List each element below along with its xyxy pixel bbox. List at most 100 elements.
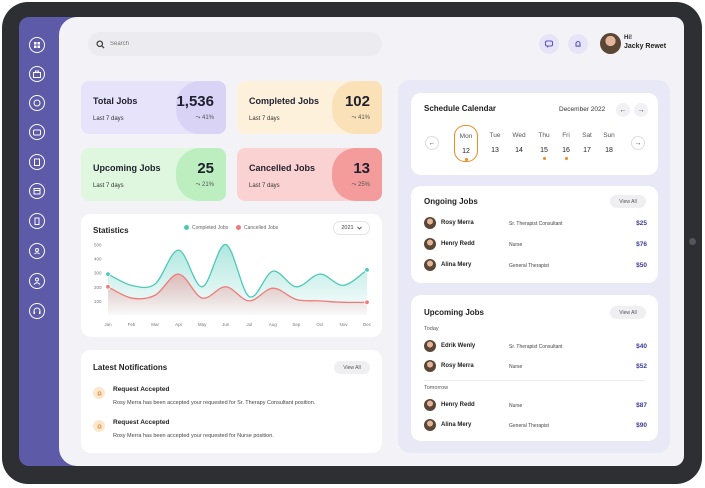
- y-tick-label: 500: [94, 242, 102, 247]
- person-avatar: [424, 360, 436, 372]
- notification-body: Rosy Merra has been accepted your reques…: [113, 433, 274, 439]
- data-point[interactable]: [364, 299, 370, 306]
- stat-card[interactable]: Completed Jobs Last 7 days 102 ⤳ 41%: [237, 81, 382, 134]
- x-tick-label: Jun: [222, 322, 230, 327]
- user-avatar[interactable]: [600, 33, 621, 54]
- arrow-right-icon: →: [634, 139, 642, 147]
- stat-title: Completed Jobs: [249, 96, 320, 106]
- data-point[interactable]: [364, 267, 370, 273]
- trend-icon: ⤳: [195, 182, 202, 188]
- event-dot: [464, 158, 468, 161]
- group-label: Tomorrow: [424, 385, 449, 391]
- search-bar[interactable]: [88, 32, 382, 56]
- person-name[interactable]: Henry Redd: [441, 402, 475, 408]
- upcoming-view-all-button[interactable]: View All: [610, 306, 646, 319]
- trend-icon: ⤳: [351, 182, 358, 188]
- stat-period: Last 7 days: [249, 116, 280, 122]
- month-next-button[interactable]: →: [634, 103, 648, 117]
- person-avatar: [424, 399, 436, 411]
- person-name[interactable]: Rosy Merra: [441, 220, 474, 226]
- camera-dot: [689, 238, 696, 245]
- stat-change-value: 41%: [201, 115, 214, 121]
- search-input[interactable]: [110, 41, 360, 47]
- person-role: Nurse: [509, 242, 523, 248]
- job-price: $25: [636, 220, 647, 227]
- year-select[interactable]: 2021: [333, 221, 370, 235]
- clipboard-icon[interactable]: [29, 154, 45, 170]
- month-prev-button[interactable]: ←: [616, 103, 630, 117]
- wallet-icon[interactable]: [29, 124, 45, 140]
- user-circle-icon[interactable]: [29, 243, 45, 259]
- stat-change: ⤳ 41%: [196, 115, 214, 122]
- x-tick-label: Mar: [151, 322, 159, 327]
- dashboard-icon[interactable]: [29, 37, 45, 53]
- bell-icon: [575, 40, 581, 47]
- year-value: 2021: [341, 225, 354, 231]
- person-role: Nurse: [509, 403, 523, 409]
- stat-card[interactable]: Cancelled Jobs Last 7 days 13 ⤳ 25%: [237, 148, 382, 201]
- ongoing-view-all-button[interactable]: View All: [610, 195, 646, 208]
- badge-icon[interactable]: [29, 95, 45, 111]
- messages-button[interactable]: [539, 34, 559, 54]
- day-name: Sun: [603, 132, 615, 139]
- calendar-day-fri[interactable]: Fri 16: [555, 132, 577, 160]
- briefcase-icon[interactable]: [29, 66, 45, 82]
- notification-title: Request Accepted: [113, 419, 170, 426]
- person-name[interactable]: Henry Redd: [441, 241, 475, 247]
- stat-title: Cancelled Jobs: [249, 163, 316, 173]
- x-tick-label: Apr: [175, 322, 183, 327]
- person-name[interactable]: Edrik Wenly: [441, 343, 476, 349]
- person-avatar: [424, 238, 436, 250]
- upcoming-jobs-title: Upcoming Jobs: [424, 308, 485, 317]
- person-name[interactable]: Alina Mery: [441, 262, 472, 268]
- stat-change: ⤳ 21%: [196, 182, 214, 189]
- divider: [424, 380, 645, 381]
- data-point[interactable]: [105, 284, 111, 290]
- headset-icon[interactable]: [29, 303, 45, 319]
- card-decoration: [176, 148, 226, 201]
- trend-icon: ⤳: [195, 115, 202, 121]
- alert-bell-icon: [93, 420, 105, 432]
- person-avatar: [424, 340, 436, 352]
- users-icon[interactable]: [29, 273, 45, 289]
- card-decoration: [332, 148, 382, 201]
- calendar-card: Schedule Calendar December 2022 ← → ← → …: [411, 93, 658, 175]
- person-role: General Therapist: [509, 423, 549, 429]
- stat-card[interactable]: Upcoming Jobs Last 7 days 25 ⤳ 21%: [81, 148, 226, 201]
- search-icon: [96, 39, 105, 49]
- calendar-day-mon[interactable]: Mon 12: [454, 125, 478, 162]
- chevron-down-icon: [356, 226, 362, 230]
- stat-card[interactable]: Total Jobs Last 7 days 1,536 ⤳ 41%: [81, 81, 226, 134]
- data-point[interactable]: [105, 271, 111, 277]
- job-price: $90: [636, 422, 647, 429]
- building-icon[interactable]: [29, 213, 45, 229]
- person-name[interactable]: Alina Mery: [441, 422, 472, 428]
- notifications-view-all-button[interactable]: View All: [334, 361, 370, 374]
- y-tick-label: 200: [94, 285, 102, 290]
- calendar-day-sat[interactable]: Sat 17: [576, 132, 598, 154]
- calendar-icon[interactable]: [29, 183, 45, 199]
- calendar-day-tue[interactable]: Tue 13: [484, 132, 506, 154]
- job-price: $40: [636, 343, 647, 350]
- y-tick-label: 400: [94, 257, 102, 262]
- calendar-day-wed[interactable]: Wed 14: [508, 132, 530, 154]
- upcoming-jobs-card: Upcoming Jobs View All Today Edrik Wenly S…: [411, 295, 658, 441]
- stat-change: ⤳ 25%: [352, 182, 370, 189]
- week-next-button[interactable]: →: [631, 136, 645, 150]
- stat-value: 25: [197, 160, 214, 177]
- person-role: Sr. Therapist Consultant: [509, 344, 563, 350]
- day-number: 18: [605, 147, 613, 154]
- week-prev-button[interactable]: ←: [425, 136, 439, 150]
- chat-icon: [544, 40, 554, 48]
- notifications-button[interactable]: [568, 34, 588, 54]
- x-tick-label: Dec: [363, 322, 372, 327]
- x-tick-label: Nov: [339, 322, 348, 327]
- notifications-card: Latest Notifications View All Request Ac…: [81, 350, 382, 453]
- calendar-day-thu[interactable]: Thu 15: [533, 132, 555, 160]
- person-role: General Therapist: [509, 263, 549, 269]
- statistics-title: Statistics: [93, 226, 129, 235]
- person-name[interactable]: Rosy Merra: [441, 363, 474, 369]
- day-name: Sat: [582, 132, 592, 139]
- calendar-day-sun[interactable]: Sun 18: [598, 132, 620, 154]
- day-number: 16: [562, 147, 570, 154]
